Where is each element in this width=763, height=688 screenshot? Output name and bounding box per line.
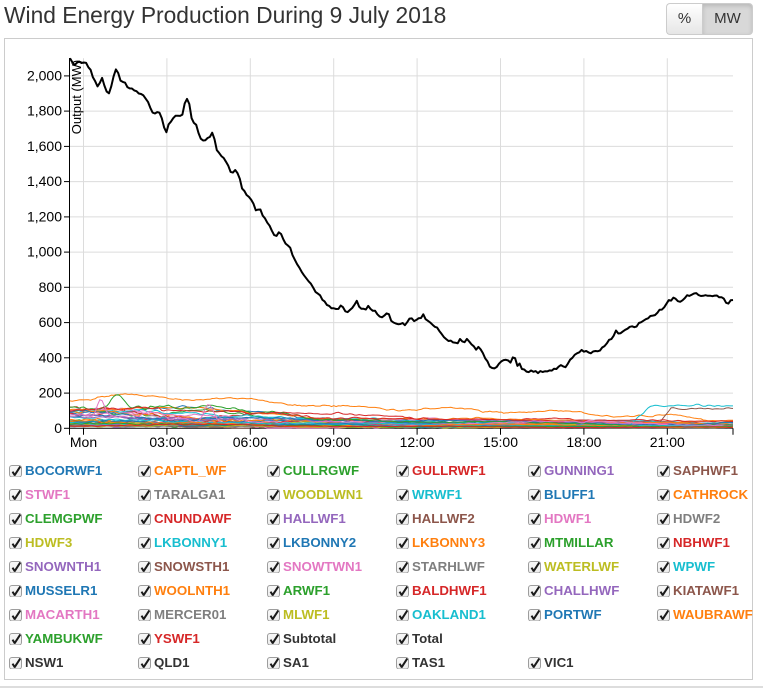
svg-text:0: 0 [54,420,62,436]
svg-text:12:00: 12:00 [400,434,435,450]
svg-text:1,600: 1,600 [27,138,62,154]
svg-text:03:00: 03:00 [149,434,184,450]
svg-text:Mon: Mon [70,434,97,450]
svg-text:1,200: 1,200 [27,208,62,224]
svg-text:1,400: 1,400 [27,173,62,189]
svg-text:15:00: 15:00 [483,434,518,450]
svg-text:21:00: 21:00 [650,434,685,450]
svg-text:Output (MW): Output (MW) [69,60,84,134]
svg-text:1,800: 1,800 [27,103,62,119]
svg-text:800: 800 [39,279,63,295]
svg-text:09:00: 09:00 [316,434,351,450]
svg-text:400: 400 [39,349,63,365]
svg-text:18:00: 18:00 [566,434,601,450]
svg-text:2,000: 2,000 [27,67,62,83]
svg-text:06:00: 06:00 [233,434,268,450]
svg-text:200: 200 [39,385,63,401]
svg-text:1,000: 1,000 [27,244,62,260]
svg-text:600: 600 [39,314,63,330]
